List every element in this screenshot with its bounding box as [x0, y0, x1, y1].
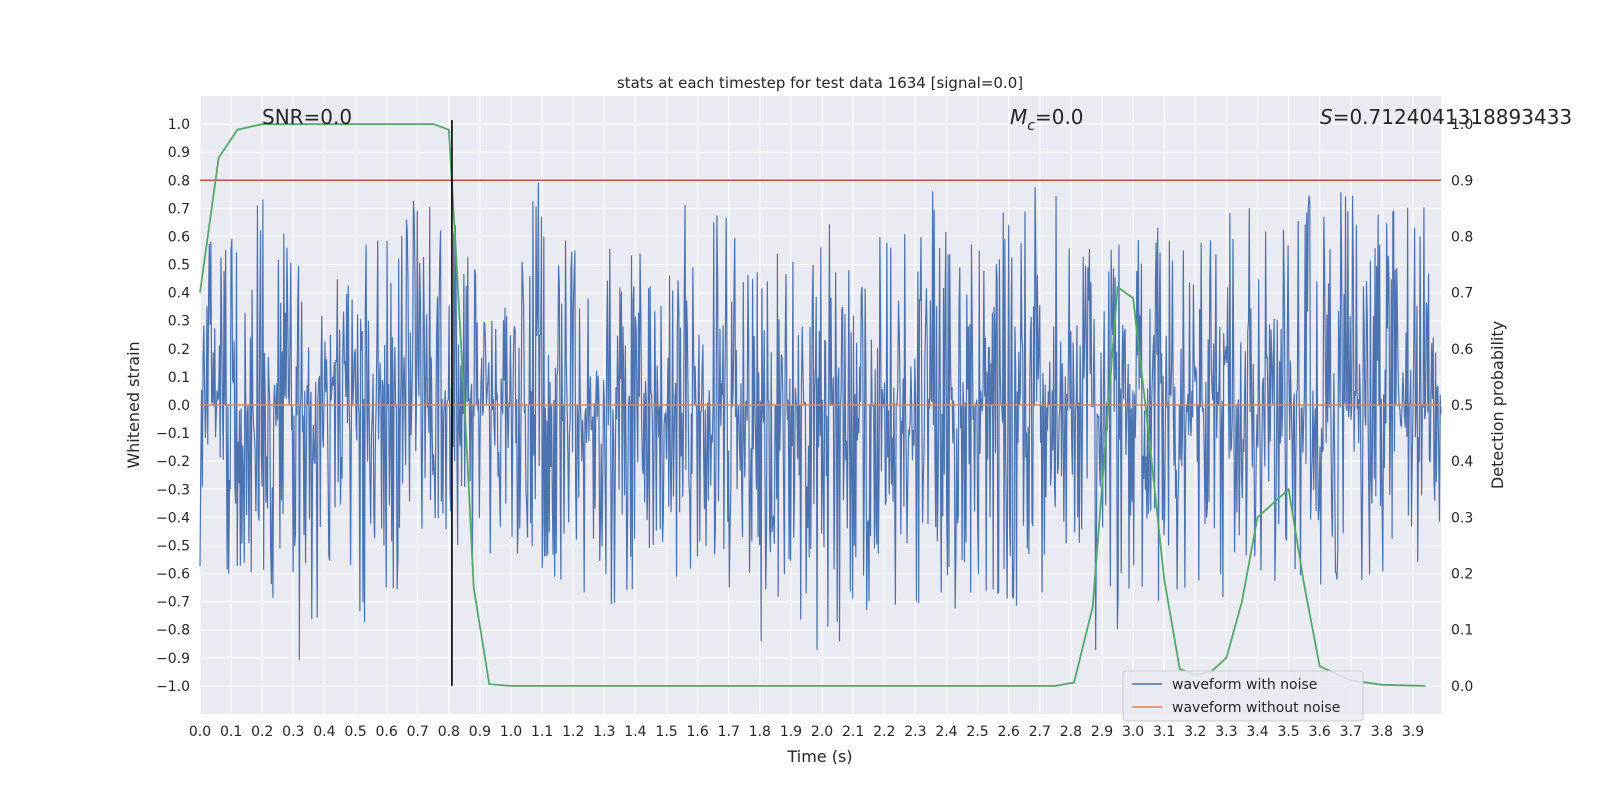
- y2-tick-label: 0.2: [1451, 567, 1473, 583]
- legend-label-noisy: waveform with noise: [1172, 677, 1317, 693]
- x-tick-label: 2.9: [1091, 724, 1113, 740]
- y-tick-label: −1.0: [156, 679, 190, 695]
- y-tick-label: −0.9: [156, 651, 190, 667]
- y-tick-label: −0.5: [156, 538, 190, 554]
- x-tick-label: 2.6: [998, 724, 1020, 740]
- x-tick-label: 2.0: [811, 724, 833, 740]
- x-tick-label: 1.4: [624, 724, 646, 740]
- legend: waveform with noise waveform without noi…: [1122, 670, 1364, 722]
- chart-title: stats at each timestep for test data 163…: [617, 74, 1023, 92]
- y-tick-label: 0.6: [168, 229, 190, 245]
- x-tick-label: 3.0: [1122, 724, 1144, 740]
- y-axis-label: Whitened strain: [124, 341, 143, 468]
- snr-annotation: SNR=0.0: [262, 105, 352, 129]
- series-detection-probability: [199, 123, 1426, 687]
- x-tick-label: 1.0: [500, 724, 522, 740]
- y-tick-label: 0.0: [168, 398, 190, 414]
- chirp-mass-subscript: c: [1027, 118, 1035, 134]
- x-tick-label: 1.3: [593, 724, 615, 740]
- y-tick-label: 0.1: [168, 370, 190, 386]
- x-tick-label: 1.9: [780, 724, 802, 740]
- data-layer: [199, 120, 1442, 687]
- x-tick-label: 1.8: [749, 724, 771, 740]
- x-axis-label: Time (s): [786, 747, 852, 766]
- x-tick-label: 2.7: [1029, 724, 1051, 740]
- legend-label-clean: waveform without noise: [1172, 700, 1340, 716]
- x-tick-label: 3.6: [1309, 724, 1331, 740]
- y2-tick-label: 0.1: [1451, 623, 1473, 639]
- y2-tick-label: 1.0: [1451, 117, 1473, 133]
- y-tick-label: −0.2: [156, 454, 190, 470]
- y2-tick-label: 0.8: [1451, 229, 1473, 245]
- chirp-mass-annotation: Mc=0.0: [1010, 105, 1084, 134]
- legend-box: [1122, 670, 1364, 722]
- x-tick-label: 0.8: [438, 724, 460, 740]
- x-tick-label: 3.7: [1340, 724, 1362, 740]
- y-tick-label: 0.7: [168, 201, 190, 217]
- x-tick-label: 3.5: [1277, 724, 1299, 740]
- x-tick-label: 2.4: [935, 724, 957, 740]
- x-tick-label: 3.1: [1153, 724, 1175, 740]
- score-symbol: S: [1320, 105, 1333, 129]
- x-tick-label: 0.1: [220, 724, 242, 740]
- y-tick-label: −0.3: [156, 482, 190, 498]
- y-tick-label: 0.3: [168, 314, 190, 330]
- y-tick-label: 0.2: [168, 342, 190, 358]
- x-tick-label: 2.1: [842, 724, 864, 740]
- x-tick-label: 0.7: [407, 724, 429, 740]
- x-tick-label: 0.4: [313, 724, 335, 740]
- x-tick-label: 2.5: [966, 724, 988, 740]
- y2-tick-label: 0.6: [1451, 342, 1473, 358]
- y2-tick-label: 0.0: [1451, 679, 1473, 695]
- y-tick-label: 0.5: [168, 258, 190, 274]
- x-tick-label: 1.5: [655, 724, 677, 740]
- x-tick-label: 0.5: [344, 724, 366, 740]
- x-tick-label: 0.9: [469, 724, 491, 740]
- y-tick-label: 0.8: [168, 173, 190, 189]
- x-tick-label: 0.2: [251, 724, 273, 740]
- x-tick-label: 3.4: [1246, 724, 1268, 740]
- x-tick-label: 1.1: [531, 724, 553, 740]
- chirp-mass-symbol: M: [1010, 105, 1027, 129]
- y-tick-label: 0.9: [168, 145, 190, 161]
- y-tick-label: −0.4: [156, 510, 190, 526]
- x-tick-label: 1.2: [562, 724, 584, 740]
- y-tick-label: −0.1: [156, 426, 190, 442]
- y-tick-label: 1.0: [168, 117, 190, 133]
- x-tick-label: 2.2: [873, 724, 895, 740]
- y-tick-label: −0.8: [156, 623, 190, 639]
- y2-axis-label: Detection probability: [1488, 321, 1507, 489]
- x-tick-label: 0.0: [189, 724, 211, 740]
- x-tick-label: 0.3: [282, 724, 304, 740]
- y-tick-label: 0.4: [168, 286, 190, 302]
- score-annotation: S=0.7124041318893433: [1320, 105, 1572, 129]
- x-tick-label: 3.3: [1215, 724, 1237, 740]
- x-tick-label: 1.7: [718, 724, 740, 740]
- tick-labels: 0.0 0.1 0.2 0.3 0.4 0.5 0.6 0.7 0.8 0.9 1.0 1.1 1.2 1…: [156, 117, 1473, 740]
- x-tick-label: 1.6: [687, 724, 709, 740]
- x-tick-label: 2.8: [1060, 724, 1082, 740]
- series-waveform-with-noise: [199, 182, 1442, 661]
- y-tick-label: −0.6: [156, 567, 190, 583]
- chirp-mass-value: =0.0: [1035, 105, 1084, 129]
- y2-tick-label: 0.3: [1451, 510, 1473, 526]
- x-tick-label: 3.9: [1402, 724, 1424, 740]
- y2-tick-label: 0.7: [1451, 286, 1473, 302]
- x-tick-label: 2.3: [904, 724, 926, 740]
- y2-tick-label: 0.5: [1451, 398, 1473, 414]
- x-tick-label: 3.8: [1371, 724, 1393, 740]
- x-tick-label: 3.2: [1184, 724, 1206, 740]
- y2-tick-label: 0.4: [1451, 454, 1473, 470]
- x-tick-label: 0.6: [375, 724, 397, 740]
- y-tick-label: −0.7: [156, 595, 190, 611]
- y2-tick-label: 0.9: [1451, 173, 1473, 189]
- score-value: =0.7124041318893433: [1333, 105, 1572, 129]
